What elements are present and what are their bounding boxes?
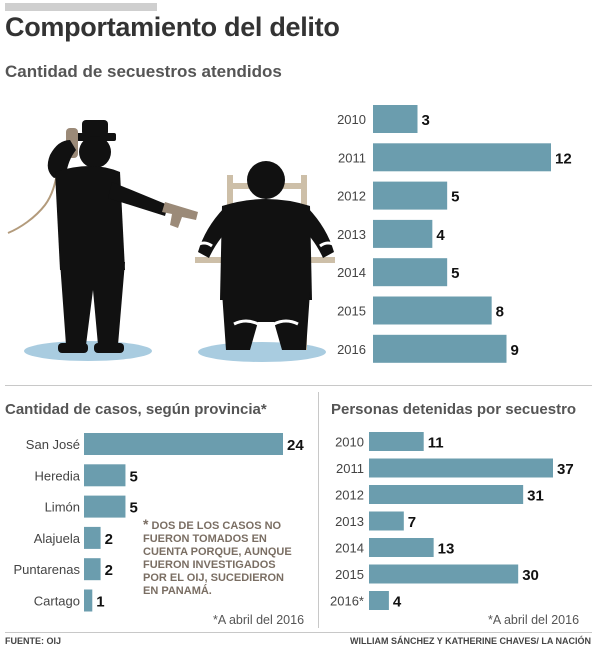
footer-rule [5, 632, 592, 633]
detenidas-value-label: 11 [428, 435, 444, 452]
secuestros-value-label: 8 [496, 304, 504, 321]
provincia-value-label: 5 [129, 468, 137, 485]
secuestros-bar-2016 [373, 334, 507, 363]
kidnapping-illustration [7, 120, 337, 362]
detenidas-category-label: 2016* [330, 594, 364, 609]
detenidas-bar-2014 [369, 538, 434, 557]
provincia-value-label: 2 [105, 531, 113, 548]
provincia-value-label: 24 [287, 437, 304, 454]
detenidas-bar-2010 [369, 432, 424, 451]
provincia-bar-puntarenas [84, 558, 101, 581]
detenidas-category-label: 2014 [335, 541, 364, 556]
provincia-value-label: 2 [105, 562, 113, 579]
provincias-title: Cantidad de casos, según provincia* [5, 401, 267, 418]
secuestros-value-label: 5 [451, 189, 459, 206]
page-subtitle: Cantidad de secuestros atendidos [5, 62, 282, 81]
detenidas-value-label: 13 [438, 541, 455, 558]
secuestros-bar-2011 [373, 143, 551, 172]
secuestros-value-label: 3 [422, 112, 430, 129]
provincia-value-label: 1 [96, 594, 104, 611]
detenidas-category-label: 2010 [335, 435, 364, 450]
note-star: * [143, 516, 149, 532]
footer-credits: WILLIAM SÁNCHEZ Y KATHERINE CHAVES/ LA N… [349, 636, 591, 646]
provincia-category-label: Heredia [34, 468, 80, 483]
floor-shadow-left [24, 341, 152, 361]
secuestros-bar-2010 [373, 105, 418, 133]
provincias-footnote: *A abril del 2016 [213, 613, 305, 627]
detenidas-category-label: 2011 [336, 461, 364, 476]
detenidas-bar-2013 [369, 511, 404, 531]
detenidas-footnote: *A abril del 2016 [488, 613, 580, 627]
secuestros-value-label: 12 [555, 150, 572, 167]
detenidas-value-label: 31 [527, 488, 544, 505]
section-divider [5, 385, 592, 386]
detenidas-value-label: 37 [557, 461, 574, 478]
top-rule [5, 3, 157, 11]
provincia-value-label: 5 [129, 500, 137, 517]
detenidas-category-label: 2015 [335, 567, 364, 582]
detenidas-value-label: 30 [522, 567, 539, 584]
provincia-category-label: Limón [45, 500, 80, 515]
provincias-note: * Dos de los casos no fueron tomados en … [143, 516, 293, 598]
page-title: Comportamiento del delito [5, 12, 340, 42]
detenidas-bar-2015 [369, 564, 519, 584]
detenidas-bar-2016- [369, 591, 389, 610]
detenidas-bar-2011 [369, 458, 553, 478]
provincia-category-label: San José [26, 437, 80, 452]
pistol-icon [162, 202, 198, 228]
detenidas-category-label: 2012 [335, 488, 364, 503]
secuestros-bar-2013 [373, 219, 433, 248]
secuestros-value-label: 9 [511, 342, 519, 359]
secuestros-bar-2014 [373, 258, 448, 287]
column-divider [318, 392, 319, 628]
detenidas-bar-2012 [369, 485, 524, 504]
provincia-bar-cartago [84, 589, 93, 612]
detenidas-value-label: 4 [393, 594, 402, 611]
detenidas-value-label: 7 [408, 514, 416, 531]
kidnapper-figure-icon [47, 120, 168, 353]
footer-source: FUENTE: OIJ [5, 636, 62, 646]
secuestros-value-label: 4 [436, 227, 445, 244]
detenidas-category-label: 2013 [335, 514, 364, 529]
hostage-figure-icon [198, 161, 334, 350]
secuestros-bar-2012 [373, 181, 448, 210]
provincia-category-label: Puntarenas [14, 562, 81, 577]
rope-ties-icon [195, 241, 337, 326]
provincia-category-label: Alajuela [34, 531, 81, 546]
note-text: Dos de los casos no fueron tomados en cu… [143, 520, 292, 597]
provincia-bar-heredia [84, 464, 126, 487]
detenidas-title: Personas detenidas por secuestro [331, 401, 577, 418]
secuestros-bar-2015 [373, 296, 492, 325]
secuestros-value-label: 5 [451, 265, 459, 282]
provincia-bar-alajuela [84, 526, 101, 549]
provincia-bar-lim-n [84, 495, 126, 518]
provincia-category-label: Cartago [34, 594, 80, 609]
provincia-bar-san-jos- [84, 433, 283, 455]
